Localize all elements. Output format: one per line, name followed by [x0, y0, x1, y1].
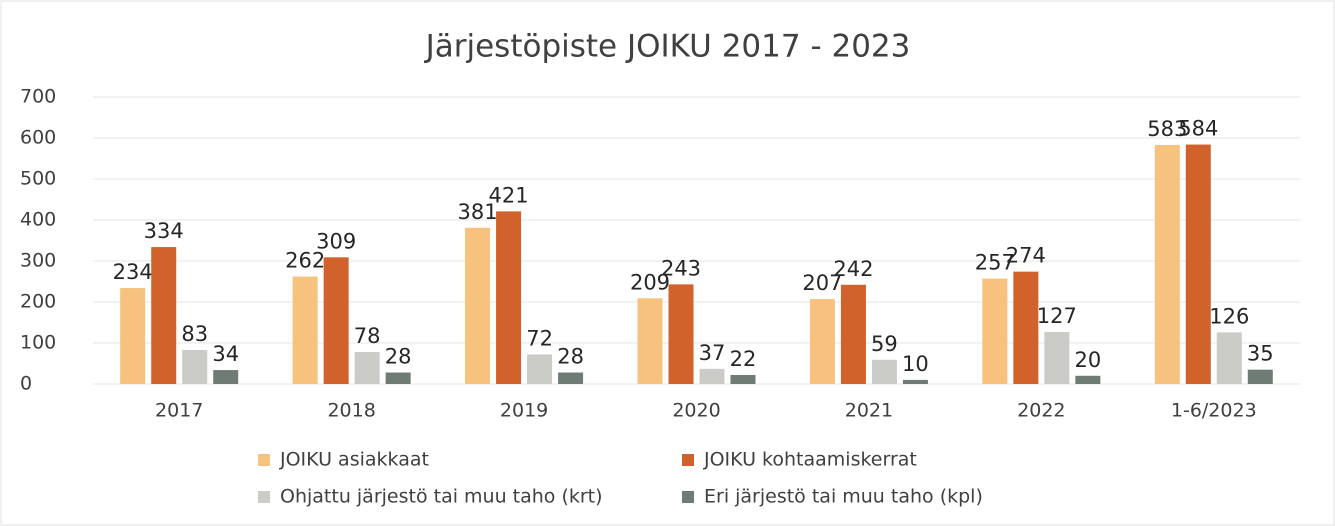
data-label: 34 — [212, 342, 239, 366]
bar — [182, 349, 208, 384]
legend-label: Ohjattu järjestö tai muu taho (krt) — [280, 486, 603, 508]
legend-label: Eri järjestö tai muu taho (kpl) — [704, 486, 983, 508]
bar — [699, 368, 725, 384]
bar — [668, 284, 694, 384]
bar — [465, 227, 491, 384]
y-tick-label: 0 — [20, 373, 32, 395]
bar — [213, 370, 239, 384]
data-label: 421 — [489, 183, 529, 207]
x-tick-label: 2022 — [1017, 400, 1065, 422]
y-tick-label: 300 — [20, 250, 56, 272]
bar — [1013, 271, 1039, 384]
y-tick-label: 400 — [20, 209, 56, 231]
bar — [323, 257, 349, 384]
x-tick-label: 2020 — [672, 400, 720, 422]
bar — [1185, 144, 1211, 384]
data-label: 243 — [661, 256, 701, 280]
bar — [1247, 369, 1273, 384]
y-tick-label: 100 — [20, 332, 56, 354]
data-label: 127 — [1037, 304, 1077, 328]
data-label: 10 — [902, 352, 929, 376]
y-tick-label: 200 — [20, 291, 56, 313]
data-label: 334 — [144, 219, 184, 243]
bar — [354, 352, 380, 384]
legend-swatch — [258, 491, 270, 503]
x-tick-label: 2021 — [845, 400, 893, 422]
chart-title: Järjestöpiste JOIKU 2017 - 2023 — [424, 29, 911, 65]
data-label: 584 — [1178, 117, 1218, 141]
data-label: 20 — [1074, 348, 1101, 372]
data-label: 309 — [316, 229, 356, 253]
y-tick-label: 500 — [20, 168, 56, 190]
bar — [292, 276, 318, 384]
data-label: 234 — [113, 260, 153, 284]
legend-swatch — [682, 491, 694, 503]
bar — [902, 379, 928, 384]
data-label: 257 — [975, 251, 1015, 275]
data-label: 274 — [1006, 244, 1046, 268]
y-tick-label: 700 — [20, 86, 56, 108]
data-label: 83 — [181, 322, 208, 346]
x-tick-label: 2017 — [155, 400, 203, 422]
bar — [558, 372, 584, 384]
data-label: 262 — [285, 249, 325, 273]
data-label: 28 — [557, 345, 584, 369]
bar — [840, 284, 866, 384]
bar — [496, 211, 522, 384]
bar — [982, 278, 1008, 384]
y-tick-label: 600 — [20, 127, 56, 149]
bar — [385, 372, 411, 384]
data-label: 28 — [385, 345, 412, 369]
data-label: 35 — [1247, 342, 1274, 366]
data-label: 583 — [1147, 117, 1187, 141]
bar — [637, 298, 663, 384]
bar — [730, 374, 756, 384]
bar — [1216, 332, 1242, 384]
data-label: 381 — [458, 200, 498, 224]
x-tick-label: 1-6/2023 — [1171, 400, 1257, 422]
bar — [871, 359, 897, 384]
legend-swatch — [682, 454, 694, 466]
legend-label: JOIKU kohtaamiskerrat — [703, 449, 917, 471]
data-label: 209 — [630, 270, 670, 294]
data-label: 242 — [833, 257, 873, 281]
data-label: 72 — [526, 326, 553, 350]
legend-label: JOIKU asiakkaat — [279, 449, 429, 471]
legend-swatch — [258, 454, 270, 466]
x-tick-label: 2018 — [327, 400, 375, 422]
data-label: 59 — [871, 332, 898, 356]
data-label: 78 — [354, 324, 381, 348]
x-tick-label: 2019 — [500, 400, 548, 422]
data-label: 37 — [699, 341, 726, 365]
data-label: 207 — [802, 271, 842, 295]
data-label: 22 — [730, 347, 757, 371]
data-label: 126 — [1209, 304, 1249, 328]
bar — [1154, 144, 1180, 384]
bar — [1044, 331, 1070, 384]
bar — [527, 354, 553, 384]
bar — [809, 299, 835, 384]
bar — [151, 247, 177, 384]
bar — [1075, 375, 1101, 384]
bar — [120, 288, 146, 384]
